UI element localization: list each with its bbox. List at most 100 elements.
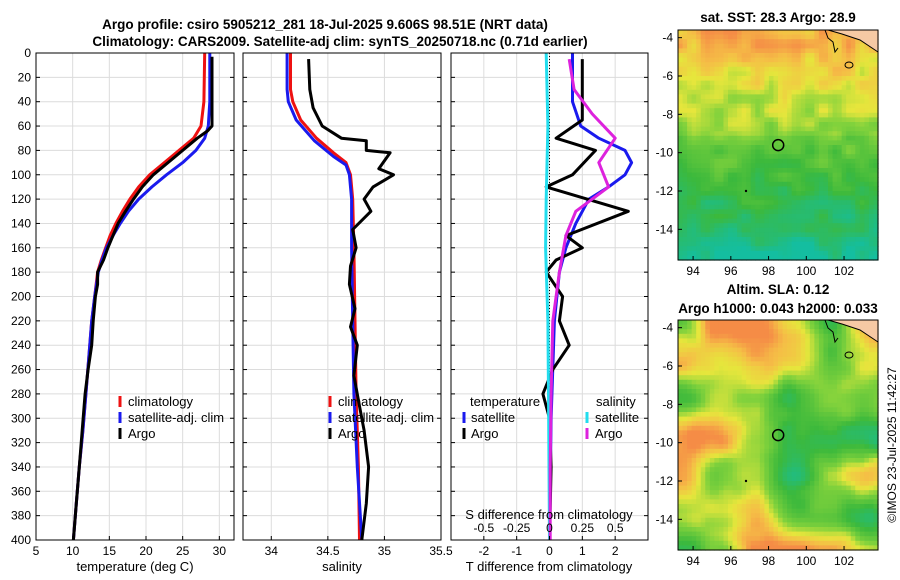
map-cell	[778, 513, 784, 519]
map-cell	[759, 324, 765, 330]
map-cell	[846, 232, 852, 238]
map-cell	[814, 398, 820, 404]
map-cell	[755, 71, 761, 77]
map-cell	[818, 338, 825, 344]
map-cell	[791, 540, 797, 546]
map-cell	[732, 393, 738, 399]
map-cell	[764, 218, 770, 224]
map-cell	[864, 448, 870, 454]
map-cell	[705, 504, 711, 510]
map-cell	[773, 250, 779, 256]
map-cell	[764, 333, 770, 339]
map-cell	[855, 241, 861, 247]
map-cell	[682, 94, 688, 100]
map-cell	[750, 329, 756, 335]
map-cell	[873, 223, 879, 229]
map-cell	[791, 30, 797, 36]
map-cell	[809, 108, 815, 114]
map-cell	[823, 53, 829, 59]
map-cell	[687, 508, 693, 514]
map-cell	[841, 232, 847, 238]
map-cell	[873, 467, 879, 473]
map-cell	[859, 435, 865, 441]
map-cell	[696, 30, 702, 36]
y-tick-label: 340	[11, 460, 31, 474]
map-cell	[728, 356, 734, 362]
map-cell	[796, 435, 802, 441]
map-cell	[868, 76, 875, 82]
map-cell	[700, 181, 706, 187]
map-cell	[837, 117, 843, 123]
map-cell	[732, 522, 738, 528]
map-cell	[873, 343, 879, 349]
map-cell	[809, 103, 815, 109]
map-cell	[868, 370, 875, 376]
map-cell	[714, 531, 720, 537]
map-cell	[755, 181, 761, 187]
map-cell	[791, 508, 797, 514]
map-cell	[814, 448, 820, 454]
map-cell	[864, 71, 870, 77]
map-cell	[764, 343, 770, 349]
map-cell	[850, 135, 856, 141]
map-cell	[755, 108, 761, 114]
map-cell	[805, 172, 811, 178]
map-cell	[691, 223, 697, 229]
map-cell	[773, 416, 779, 422]
map-cell	[768, 522, 775, 528]
map-cell	[755, 76, 761, 82]
map-cell	[678, 39, 684, 45]
map-cell	[687, 255, 693, 261]
map-cell	[868, 66, 875, 72]
map-cell	[682, 343, 688, 349]
map-cell	[800, 366, 806, 372]
map-cell	[868, 223, 875, 229]
map-cell	[764, 62, 770, 68]
map-cell	[723, 246, 729, 252]
map-cell	[809, 467, 815, 473]
map-cell	[737, 462, 743, 468]
map-cell	[714, 522, 720, 528]
map-cell	[682, 140, 688, 146]
map-cell	[832, 122, 838, 128]
map-cell	[841, 154, 847, 160]
map-cell	[855, 57, 861, 63]
map-cell	[832, 458, 838, 464]
map-cell	[728, 333, 734, 339]
map-cell	[709, 85, 715, 91]
map-cell	[782, 191, 788, 197]
map-cell	[782, 462, 788, 468]
map-cell	[768, 34, 775, 40]
map-cell	[687, 135, 693, 141]
map-cell	[746, 545, 752, 551]
map-cell	[859, 444, 865, 450]
map-cell	[809, 435, 815, 441]
map-cell	[700, 158, 706, 164]
map-cell	[728, 117, 734, 123]
map-cell	[768, 545, 775, 551]
map-cell	[755, 57, 761, 63]
map-cell	[682, 43, 688, 49]
map-cell	[709, 320, 715, 326]
map-cell	[723, 85, 729, 91]
x-tick-label: 34.5	[316, 544, 340, 558]
map-cell	[750, 154, 756, 160]
map-cell	[859, 513, 865, 519]
map-cell	[737, 71, 743, 77]
map-cell	[814, 375, 820, 381]
map-cell	[850, 39, 856, 45]
map-cell	[855, 490, 861, 496]
map-cell	[832, 522, 838, 528]
map-cell	[809, 99, 815, 105]
map-cell	[778, 246, 784, 252]
map-cell	[782, 237, 788, 243]
map-cell	[746, 246, 752, 252]
map-cell	[737, 145, 743, 151]
map-cell	[741, 149, 747, 155]
map-cell	[768, 108, 775, 114]
map-cell	[705, 250, 711, 256]
map-cell	[818, 246, 825, 252]
map-cell	[791, 99, 797, 105]
map-cell	[718, 375, 725, 381]
map-cell	[696, 324, 702, 330]
